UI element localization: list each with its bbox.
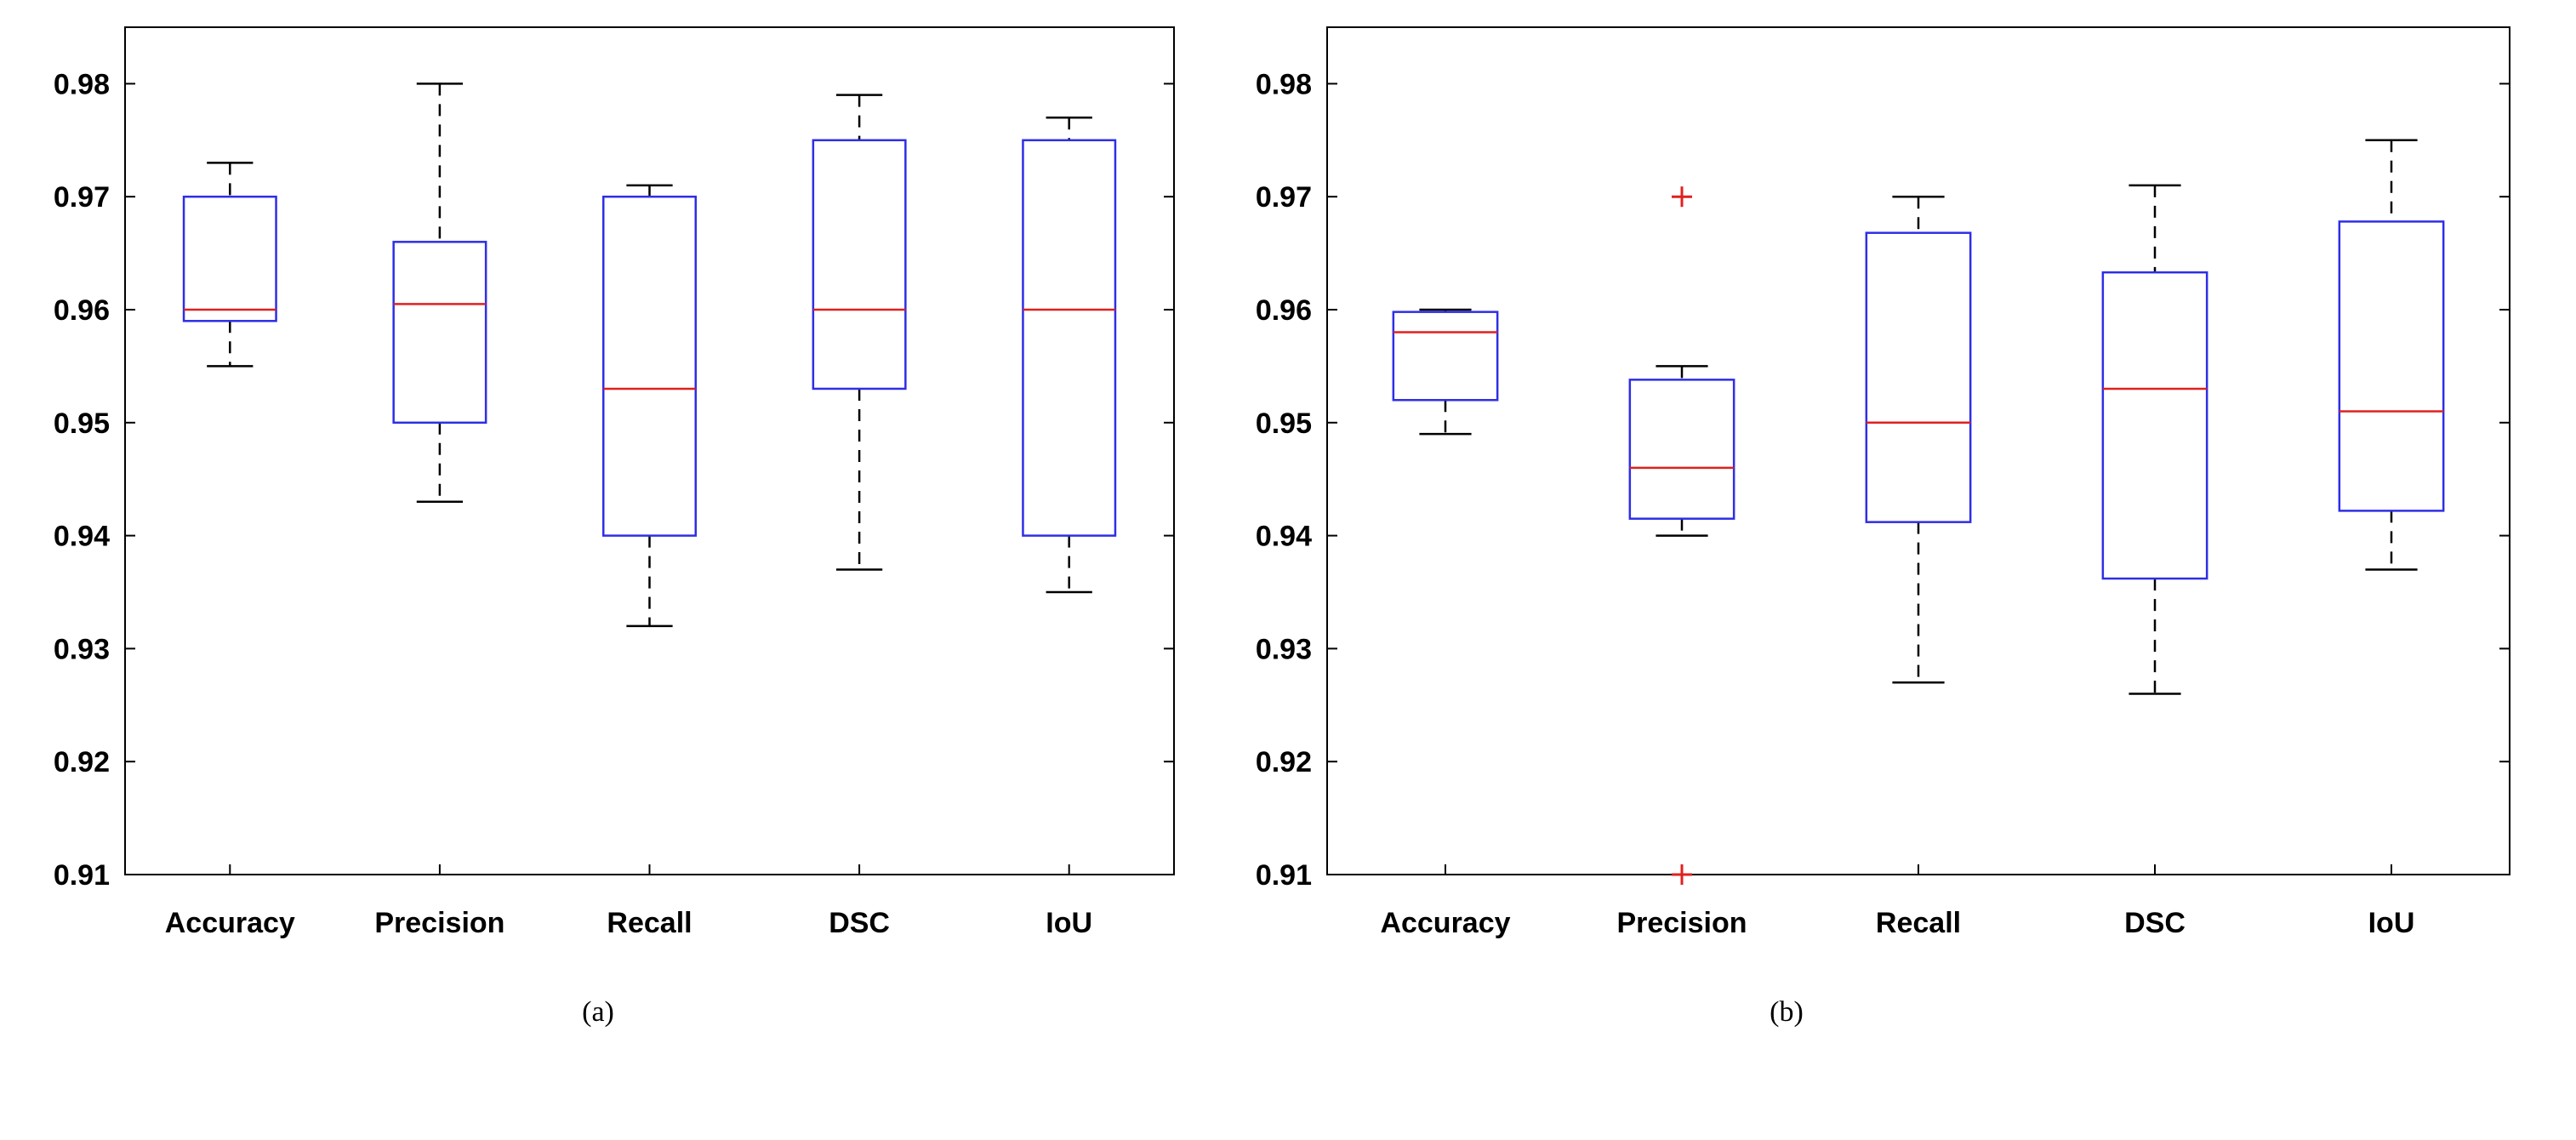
y-tick-label: 0.92	[1256, 746, 1312, 778]
y-tick-label: 0.94	[54, 521, 110, 553]
box-iqr	[392, 241, 487, 425]
x-category-label: IoU	[2368, 907, 2415, 939]
box-iqr	[812, 139, 907, 390]
x-category-label: Accuracy	[165, 907, 295, 939]
y-tick-label: 0.97	[54, 181, 110, 214]
y-tick-label: 0.95	[54, 408, 110, 440]
box-iqr	[1865, 231, 1972, 523]
y-tick-label: 0.97	[1256, 181, 1312, 214]
y-tick-label: 0.98	[54, 68, 110, 100]
x-category-label: Precision	[1616, 907, 1747, 939]
x-category-label: Recall	[1876, 907, 1961, 939]
x-category-label: IoU	[1046, 907, 1092, 939]
x-category-label: DSC	[829, 907, 890, 939]
plot-frame	[1326, 26, 2510, 875]
y-tick-label: 0.93	[54, 633, 110, 665]
box-iqr	[182, 195, 277, 322]
y-tick-label: 0.91	[54, 859, 110, 892]
y-tick-label: 0.92	[54, 746, 110, 778]
y-tick-label: 0.91	[1256, 859, 1312, 892]
panel-a: 0.91 0.92 0.93 0.94 0.95 0.96 0.97 0.98 Accuracy…	[54, 26, 1175, 1028]
plot-frame	[124, 26, 1175, 875]
x-category-label: Accuracy	[1380, 907, 1510, 939]
panel-caption: (b)	[1770, 996, 1804, 1028]
y-tick-label: 0.98	[1256, 68, 1312, 100]
box-iqr	[2101, 271, 2208, 580]
y-tick-label: 0.94	[1256, 521, 1312, 553]
y-tick-label: 0.96	[54, 294, 110, 327]
box-iqr	[2338, 220, 2445, 512]
x-category-label: DSC	[2124, 907, 2186, 939]
box-iqr	[1022, 139, 1117, 537]
box-iqr	[1628, 379, 1735, 520]
y-tick-label: 0.93	[1256, 633, 1312, 665]
x-category-label: Recall	[607, 907, 692, 939]
y-tick-label: 0.95	[1256, 408, 1312, 440]
box-iqr	[601, 195, 698, 537]
panel-b: 0.91 0.92 0.93 0.94 0.95 0.96 0.97 0.98 Accuracy…	[1256, 26, 2510, 1028]
box-iqr	[1392, 311, 1499, 402]
x-category-label: Precision	[374, 907, 504, 939]
panel-caption: (a)	[582, 996, 614, 1028]
y-tick-label: 0.96	[1256, 294, 1312, 327]
